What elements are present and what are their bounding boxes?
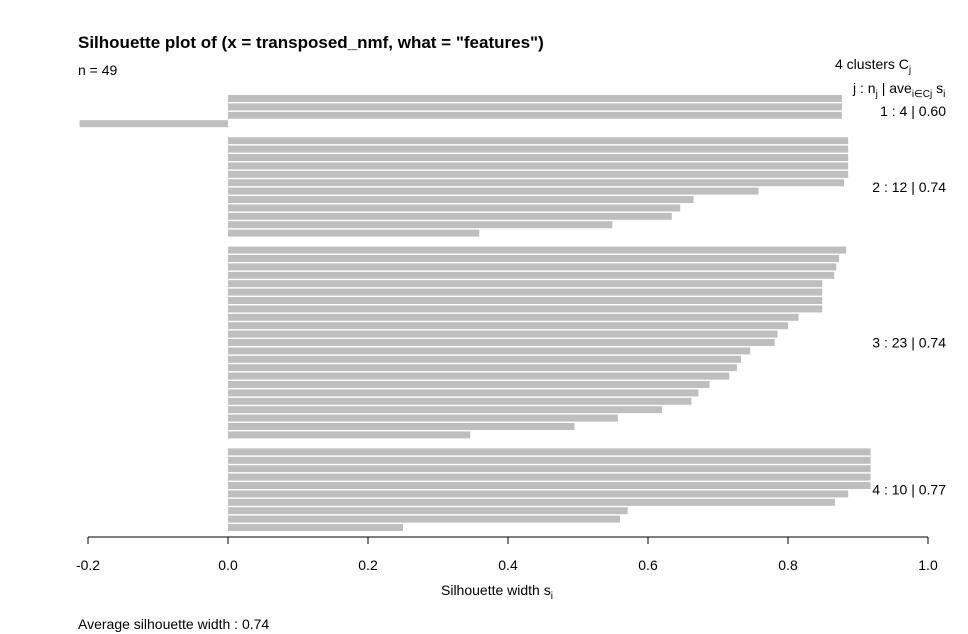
silhouette-bar	[228, 145, 849, 153]
silhouette-bar	[228, 473, 871, 481]
silhouette-bar	[228, 162, 849, 170]
average-silhouette-footer: Average silhouette width : 0.74	[78, 616, 269, 632]
silhouette-bar	[228, 95, 842, 102]
x-tick-label: 0.0	[218, 557, 238, 573]
cluster-label: 2 : 12 | 0.74	[872, 179, 946, 195]
silhouette-bar	[228, 524, 403, 531]
silhouette-bar	[228, 498, 835, 506]
silhouette-bar	[228, 355, 742, 363]
silhouette-bar	[228, 111, 842, 119]
silhouette-bar	[228, 507, 628, 515]
cluster-labels-group: 1 : 4 | 0.60 2 : 12 | 0.74 3 : 23 | 0.74 4 …	[872, 103, 946, 498]
silhouette-bar	[228, 431, 471, 439]
silhouette-bar	[228, 246, 847, 254]
x-axis-label: Silhouette width si	[441, 582, 553, 602]
silhouette-bar	[228, 221, 613, 229]
silhouette-bar	[228, 297, 823, 304]
silhouette-bar	[228, 423, 575, 430]
silhouette-bar	[228, 187, 759, 195]
cluster-label: 3 : 23 | 0.74	[872, 335, 946, 351]
x-tick-label: 0.4	[498, 557, 518, 573]
silhouette-bar	[228, 196, 694, 203]
silhouette-bar	[228, 170, 849, 178]
silhouette-bar	[228, 305, 823, 313]
silhouette-bar	[228, 465, 871, 473]
silhouette-bar	[228, 271, 835, 279]
silhouette-bar	[228, 255, 840, 262]
x-tick-label: -0.2	[76, 557, 100, 573]
silhouette-bar	[228, 280, 823, 288]
x-tick-label: 0.6	[638, 557, 658, 573]
silhouette-bar	[228, 364, 737, 372]
silhouette-bar	[228, 103, 842, 111]
x-tick-label: 1.0	[918, 557, 938, 573]
silhouette-bar	[228, 204, 681, 212]
cluster-label: 4 : 10 | 0.77	[872, 482, 946, 498]
x-axis: -0.2 0.0 0.2 0.4 0.6 0.8 1.0	[76, 536, 938, 573]
silhouette-bar	[228, 456, 871, 464]
legend-subheader: j : nj | avei∈Cj si	[852, 80, 945, 100]
silhouette-bar	[79, 120, 228, 128]
chart-title: Silhouette plot of (x = transposed_nmf, …	[78, 33, 544, 52]
x-tick-label: 0.2	[358, 557, 378, 573]
silhouette-bar	[228, 482, 871, 489]
silhouette-bar	[228, 313, 799, 321]
silhouette-bar	[228, 137, 849, 145]
x-tick-label: 0.8	[778, 557, 798, 573]
silhouette-bar	[228, 389, 699, 397]
n-label: n = 49	[78, 62, 118, 78]
silhouette-bar	[228, 406, 662, 414]
silhouette-bar	[228, 322, 788, 330]
silhouette-bar	[228, 339, 775, 346]
silhouette-bar	[228, 414, 618, 422]
silhouette-bar	[228, 515, 620, 523]
silhouette-bar	[228, 212, 672, 220]
silhouette-bar	[228, 229, 480, 237]
silhouette-bar	[228, 330, 778, 338]
bars-group	[79, 95, 871, 531]
silhouette-bar	[228, 381, 710, 388]
silhouette-bar	[228, 448, 871, 456]
silhouette-bar	[228, 372, 730, 380]
silhouette-bar	[228, 347, 751, 355]
cluster-label: 1 : 4 | 0.60	[880, 103, 946, 119]
silhouette-bar	[228, 263, 837, 271]
silhouette-bar	[228, 154, 849, 161]
legend-header: 4 clusters Cj	[835, 56, 911, 76]
silhouette-bar	[228, 490, 849, 498]
silhouette-bar	[228, 179, 844, 187]
silhouette-bar	[228, 288, 823, 296]
silhouette-bar	[228, 397, 692, 405]
